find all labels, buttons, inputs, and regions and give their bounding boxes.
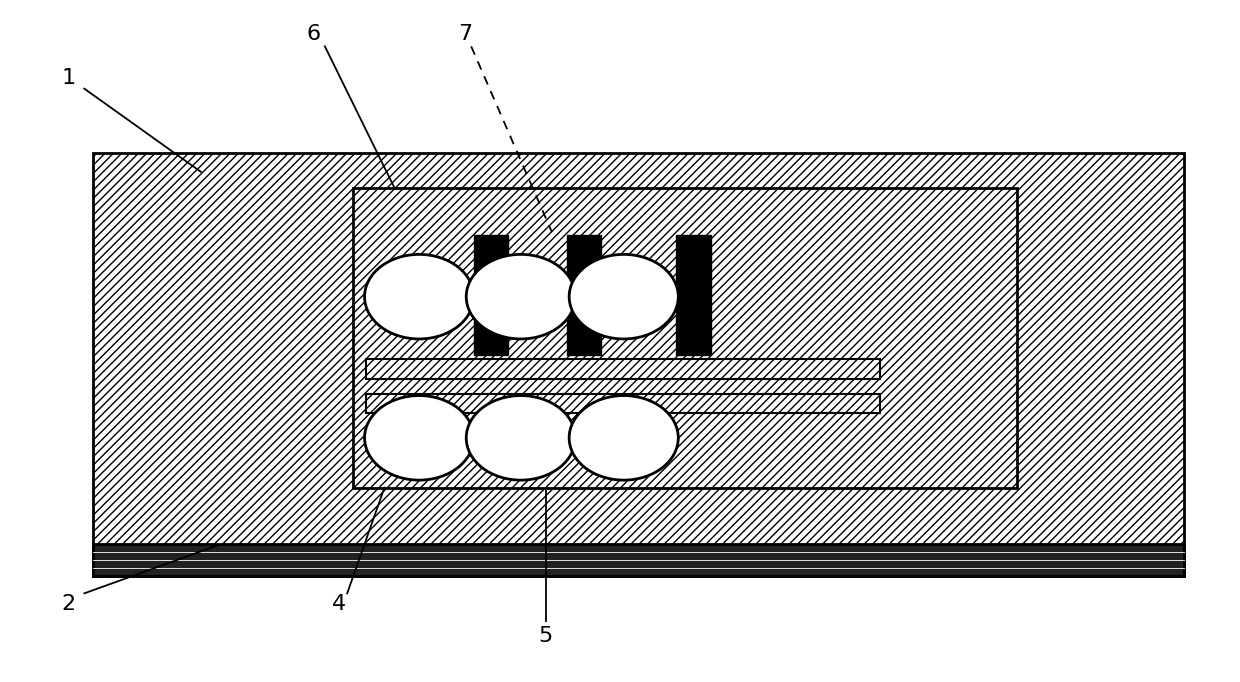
Bar: [676, 235, 711, 355]
Bar: [93, 544, 1184, 576]
Text: 1: 1: [61, 68, 76, 89]
Text: 5: 5: [538, 625, 553, 646]
Bar: [353, 188, 1017, 488]
Ellipse shape: [569, 396, 678, 480]
Text: 6: 6: [306, 24, 321, 44]
Ellipse shape: [365, 254, 474, 339]
Bar: [366, 359, 880, 379]
Text: 7: 7: [458, 24, 472, 44]
Text: 4: 4: [331, 593, 346, 614]
Ellipse shape: [466, 254, 575, 339]
Bar: [366, 394, 880, 413]
Bar: [567, 235, 601, 355]
Ellipse shape: [466, 396, 575, 480]
Text: 2: 2: [61, 593, 76, 614]
Ellipse shape: [569, 254, 678, 339]
Ellipse shape: [365, 396, 474, 480]
Bar: [93, 153, 1184, 576]
Bar: [474, 235, 508, 355]
